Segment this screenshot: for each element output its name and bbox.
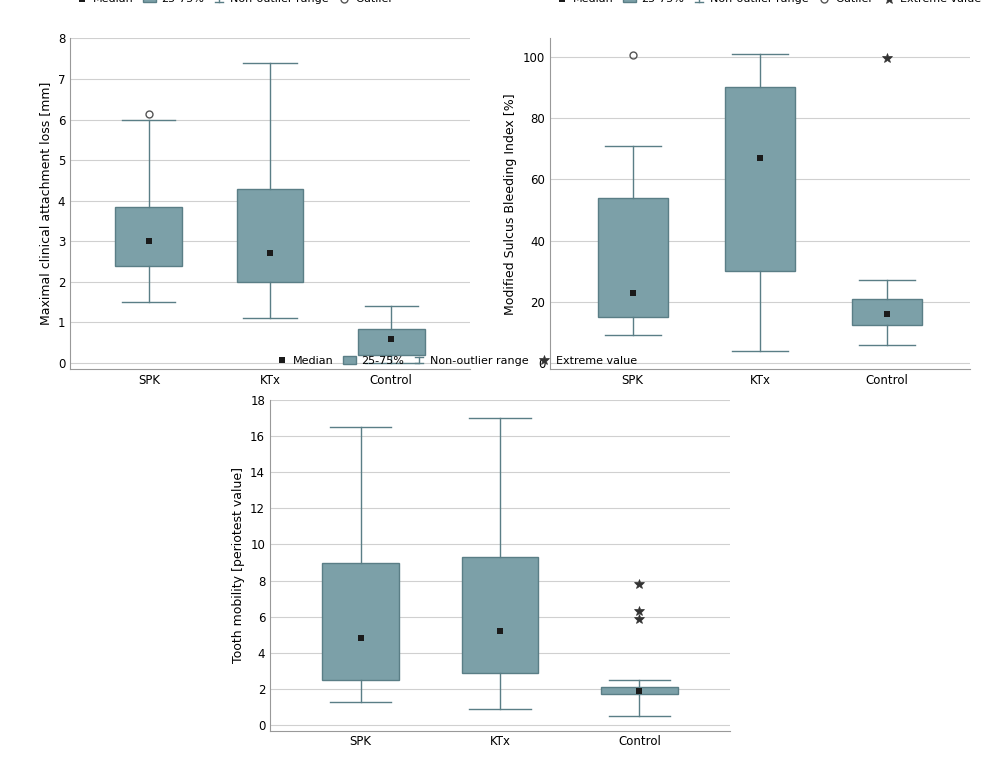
Legend: Median, 25-75%, Non-outlier range, Extreme value: Median, 25-75%, Non-outlier range, Extre… (276, 356, 637, 366)
Bar (115, 207, 182, 265)
Bar (601, 687, 678, 694)
Bar (852, 298, 922, 325)
Legend: Median, 25-75%, Non-outlier range, Outlier: Median, 25-75%, Non-outlier range, Outli… (76, 0, 394, 5)
Bar (462, 557, 538, 673)
Y-axis label: Modified Sulcus Bleeding Index [%]: Modified Sulcus Bleeding Index [%] (504, 93, 517, 315)
Y-axis label: Maximal clinical attachment loss [mm]: Maximal clinical attachment loss [mm] (39, 82, 52, 325)
Bar (358, 328, 425, 355)
Legend: Median, 25-75%, Non-outlier range, Outlier, Extreme value: Median, 25-75%, Non-outlier range, Outli… (556, 0, 981, 5)
Bar (322, 562, 399, 680)
Y-axis label: Tooth mobility [periotest value]: Tooth mobility [periotest value] (232, 468, 245, 663)
Bar (237, 188, 303, 282)
Bar (725, 88, 795, 271)
Bar (598, 198, 668, 317)
